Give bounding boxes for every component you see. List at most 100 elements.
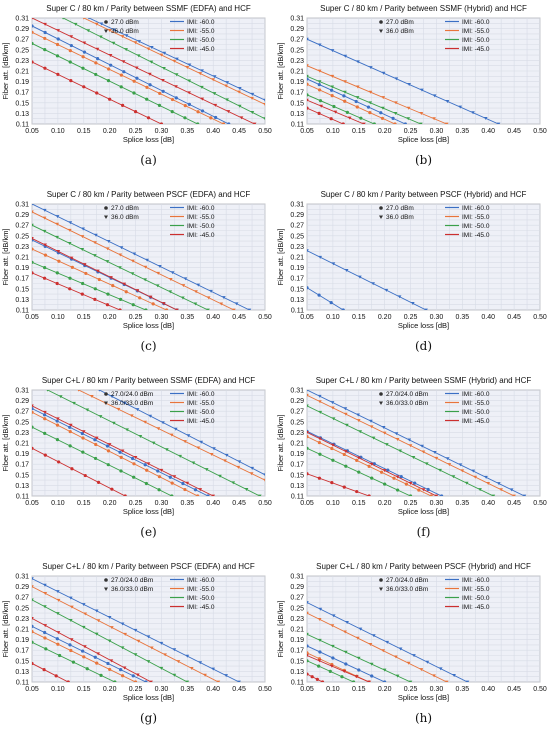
- y-tick-label: 0.21: [290, 441, 304, 448]
- data-point-triangle: [82, 263, 87, 267]
- data-point-circle: [143, 463, 147, 467]
- data-point-circle: [170, 481, 174, 485]
- data-point-triangle: [135, 289, 140, 293]
- series-line: [32, 618, 152, 682]
- data-point-circle: [399, 475, 403, 479]
- data-point-circle: [43, 30, 47, 35]
- data-point-circle: [391, 116, 395, 120]
- y-tick-label: 0.29: [15, 398, 29, 405]
- data-point-triangle: [148, 72, 152, 76]
- y-tick-label: 0.17: [290, 462, 304, 469]
- data-point-triangle: [432, 674, 436, 678]
- x-tick-label: 0.10: [326, 500, 340, 507]
- y-tick-label: 0.21: [15, 627, 29, 634]
- data-point-triangle: [149, 680, 153, 682]
- data-point-triangle: [406, 661, 411, 665]
- data-point-triangle: [112, 28, 116, 32]
- data-point-circle: [57, 259, 61, 263]
- data-point-triangle: [458, 105, 463, 109]
- data-point-circle: [94, 442, 98, 447]
- data-point-circle: [93, 438, 97, 442]
- data-point-triangle: [317, 394, 322, 398]
- data-point-triangle: [185, 654, 190, 658]
- data-point-triangle: [239, 116, 244, 120]
- data-point-circle: [315, 677, 319, 681]
- data-point-circle: [342, 94, 346, 98]
- data-point-triangle: [244, 487, 249, 491]
- data-point-circle: [426, 487, 430, 492]
- data-point-triangle: [185, 680, 190, 682]
- data-point-circle: [54, 674, 58, 678]
- data-point-triangle: [318, 437, 322, 441]
- y-tick-label: 0.13: [290, 483, 304, 490]
- data-point-triangle: [484, 116, 488, 120]
- data-point-triangle: [136, 673, 140, 677]
- data-point-circle: [307, 672, 309, 676]
- data-point-triangle: [82, 18, 85, 20]
- data-point-triangle: [318, 638, 322, 642]
- y-tick-label: 0.19: [15, 79, 29, 86]
- legend-imi-label: IMI: -55.0: [187, 28, 215, 35]
- data-point-triangle: [181, 296, 185, 300]
- data-point-triangle: [356, 413, 360, 417]
- data-point-circle: [107, 67, 111, 71]
- data-point-circle: [158, 91, 162, 96]
- data-point-triangle: [93, 254, 97, 258]
- data-point-circle: [157, 475, 162, 479]
- data-point-triangle: [445, 680, 449, 682]
- y-tick-label: 0.11: [16, 308, 29, 315]
- data-point-circle: [317, 440, 322, 445]
- data-point-triangle: [203, 673, 207, 677]
- data-point-triangle: [94, 22, 99, 26]
- y-tick-label: 0.23: [290, 58, 304, 65]
- data-point-triangle: [146, 660, 151, 664]
- data-point-triangle: [224, 84, 228, 88]
- data-point-circle: [331, 656, 335, 660]
- data-point-triangle: [362, 122, 366, 124]
- data-point-triangle: [42, 208, 47, 212]
- data-point-circle: [193, 488, 198, 492]
- data-point-triangle: [55, 222, 60, 226]
- data-point-circle: [366, 105, 371, 109]
- x-tick-label: 0.20: [103, 500, 117, 507]
- data-point-triangle: [155, 284, 160, 288]
- x-tick-label: 0.45: [232, 314, 246, 321]
- y-tick-label: 0.15: [290, 658, 304, 665]
- data-point-triangle: [407, 438, 412, 442]
- data-point-triangle: [367, 680, 371, 682]
- data-point-triangle: [174, 73, 179, 77]
- data-point-triangle: [395, 674, 400, 678]
- x-tick-label: 0.35: [181, 500, 195, 507]
- data-point-circle: [81, 66, 85, 70]
- x-tick-label: 0.20: [378, 686, 392, 693]
- chart-title: Super C+L / 80 km / Parity between SSMF …: [316, 376, 532, 385]
- data-point-triangle: [393, 112, 398, 115]
- y-tick-label: 0.31: [15, 202, 29, 209]
- y-tick-label: 0.15: [15, 100, 29, 107]
- x-tick-label: 0.45: [507, 128, 521, 135]
- x-tick-label: 0.40: [481, 128, 495, 135]
- y-tick-label: 0.31: [290, 574, 304, 581]
- legend-power-2: 36.0/33.0 dBm: [386, 586, 428, 593]
- series-line: [32, 43, 198, 124]
- data-point-circle: [170, 97, 175, 102]
- data-point-circle: [93, 655, 97, 659]
- data-point-triangle: [120, 622, 125, 626]
- data-point-triangle: [32, 577, 34, 581]
- data-point-triangle: [252, 122, 257, 124]
- y-tick-label: 0.25: [15, 47, 29, 54]
- data-point-circle: [108, 667, 112, 672]
- x-tick-label: 0.10: [51, 686, 65, 693]
- legend-power-2: 36.0 dBm: [111, 28, 139, 35]
- data-point-triangle: [133, 628, 138, 632]
- legend-imi-label: IMI: -60.0: [462, 19, 490, 26]
- legend-imi-label: IMI: -55.0: [187, 586, 215, 593]
- y-tick-label: 0.23: [15, 430, 29, 437]
- legend-imi-label: IMI: -60.0: [187, 577, 215, 584]
- data-point-triangle: [407, 83, 411, 87]
- y-tick-label: 0.17: [15, 648, 29, 655]
- data-point-circle: [121, 103, 125, 107]
- data-point-circle: [32, 30, 34, 34]
- y-tick-label: 0.23: [290, 244, 304, 251]
- data-point-triangle: [175, 308, 179, 310]
